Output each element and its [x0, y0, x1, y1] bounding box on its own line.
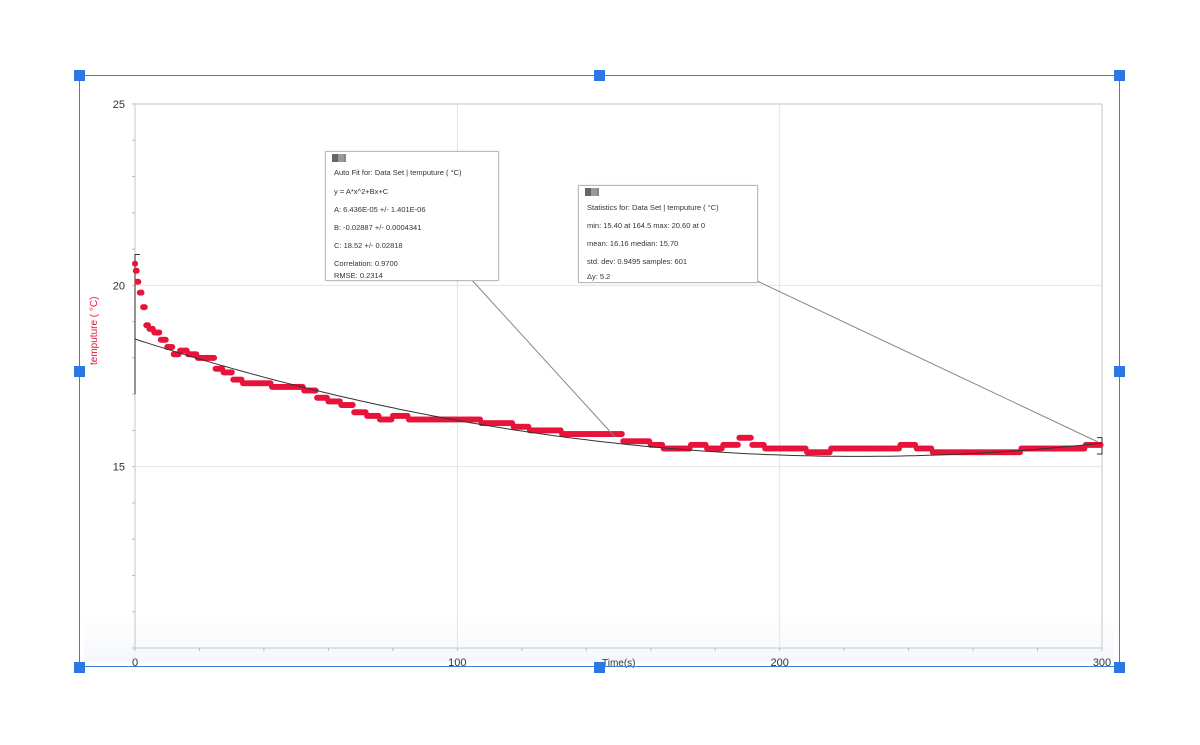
- resize-handle-bottom-left[interactable]: [74, 662, 85, 673]
- resize-handle-top-right[interactable]: [1114, 70, 1125, 81]
- annotation-leaders: [469, 277, 1099, 443]
- resize-handle-left[interactable]: [74, 366, 85, 377]
- x-axis-title: Time(s): [602, 658, 636, 669]
- close-icon[interactable]: [332, 154, 338, 162]
- fit-title: Auto Fit for: Data Set | temputure ( °C): [334, 168, 462, 177]
- auto-fit-box[interactable]: Auto Fit for: Data Set | temputure ( °C)…: [325, 151, 499, 281]
- fit-rmse: RMSE: 0.2314: [334, 271, 383, 280]
- stats-stddev: std. dev: 0.9495 samples: 601: [587, 257, 688, 266]
- axes: [132, 103, 1103, 651]
- fit-b: B: -0.02887 +/- 0.0004341: [334, 223, 422, 232]
- fit-c: C: 18.52 +/- 0.02818: [334, 241, 403, 250]
- resize-handle-bottom[interactable]: [594, 662, 605, 673]
- options-icon[interactable]: [591, 188, 597, 196]
- stats-dy: Δy: 5.2: [587, 272, 611, 281]
- resize-handle-bottom-right[interactable]: [1114, 662, 1125, 673]
- close-icon[interactable]: [585, 188, 591, 196]
- fit-curve: [134, 338, 1103, 457]
- y-axis-title: temputure ( °C): [89, 297, 100, 365]
- svg-text:15: 15: [113, 462, 125, 474]
- stats-minmax: min: 15.40 at 164.5 max: 20.60 at 0: [587, 221, 705, 230]
- box-controls[interactable]: [585, 188, 599, 196]
- stats-mean: mean: 16.16 median: 15.70: [587, 239, 679, 248]
- fit-a: A: 6.436E-05 +/- 1.401E-06: [334, 205, 426, 214]
- resize-handle-top[interactable]: [594, 70, 605, 81]
- svg-text:20: 20: [113, 280, 125, 292]
- svg-text:25: 25: [113, 99, 125, 111]
- statistics-box[interactable]: Statistics for: Data Set | temputure ( °…: [578, 185, 758, 283]
- resize-handle-right[interactable]: [1114, 366, 1125, 377]
- svg-text:0: 0: [132, 657, 138, 669]
- resize-handle-top-left[interactable]: [74, 70, 85, 81]
- options-icon[interactable]: [338, 154, 344, 162]
- fit-correlation: Correlation: 0.9700: [334, 259, 398, 268]
- box-controls[interactable]: [332, 154, 346, 162]
- fit-equation: y = A*x^2+Bx+C: [334, 187, 389, 196]
- chart-background: [84, 80, 1114, 662]
- stats-title: Statistics for: Data Set | temputure ( °…: [587, 203, 719, 212]
- selection-frame[interactable]: [79, 75, 1120, 667]
